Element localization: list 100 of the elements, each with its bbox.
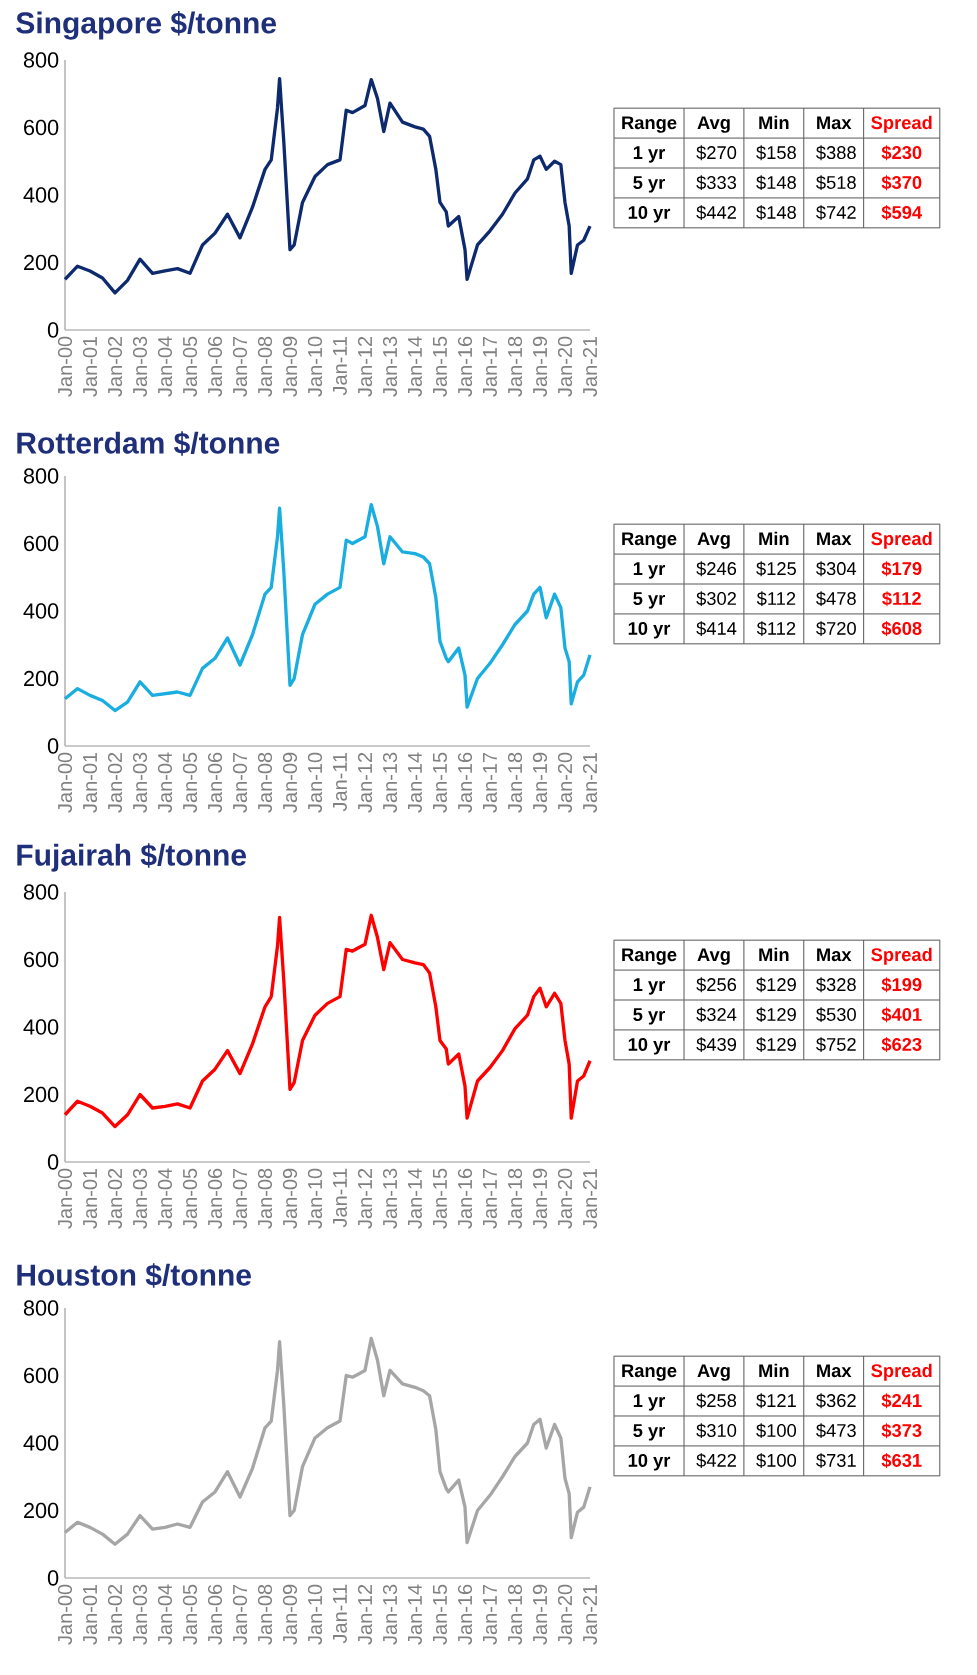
x-tick-label: Jan-19 — [532, 336, 548, 397]
text: Max — [817, 116, 852, 130]
chart-title: Houston $/tonne — [17, 1263, 251, 1288]
y-tick-label: 600 — [24, 119, 59, 136]
text: Avg — [697, 532, 730, 549]
text: $333 — [696, 175, 737, 191]
x-tick-label: Jan-02 — [107, 1168, 123, 1229]
x-tick-label: Jan-18 — [507, 1168, 523, 1229]
x-tick-label: Jan-10 — [307, 752, 323, 813]
x-tick-label: Jan-21 — [582, 336, 598, 397]
text: $401 — [881, 1007, 922, 1023]
x-tick-label: Jan-08 — [257, 752, 273, 813]
x-tick-label: Jan-06 — [207, 336, 223, 397]
x-tick-label: Jan-04 — [157, 752, 173, 813]
x-tick-label: Jan-11 — [333, 336, 347, 396]
text: 5 yr — [633, 1424, 666, 1441]
y-tick-label: 600 — [24, 1367, 59, 1384]
text: 5 yr — [633, 1008, 666, 1025]
text: Avg — [697, 116, 730, 133]
x-tick-label: Jan-02 — [107, 752, 123, 813]
text: $370 — [881, 175, 922, 191]
text: $270 — [696, 145, 737, 161]
text: 1 yr — [633, 562, 666, 579]
x-tick-label: Jan-03 — [132, 1584, 148, 1645]
text: Spread — [871, 1363, 932, 1381]
text: Range — [622, 116, 677, 133]
x-tick-label: Jan-18 — [507, 1584, 523, 1645]
x-tick-label: Jan-16 — [457, 1584, 473, 1645]
text: $121 — [756, 1393, 796, 1409]
x-tick-label: Jan-06 — [207, 1584, 223, 1645]
x-tick-label: Jan-06 — [207, 752, 223, 813]
x-tick-label: Jan-09 — [282, 1584, 298, 1645]
text: Spread — [871, 115, 932, 133]
x-tick-label: Jan-18 — [507, 752, 523, 813]
text: Min — [759, 1363, 789, 1377]
x-tick-label: Jan-14 — [408, 1584, 422, 1645]
line-series — [63, 1336, 592, 1546]
x-tick-label: Jan-21 — [582, 1168, 598, 1229]
text: $422 — [696, 1453, 736, 1468]
x-tick-label: Jan-09 — [282, 336, 298, 397]
x-tick-label: Jan-15 — [433, 336, 447, 397]
x-tick-label: Jan-19 — [532, 1168, 548, 1229]
x-tick-label: Jan-17 — [483, 1584, 497, 1645]
y-tick-label: 800 — [23, 884, 59, 900]
x-tick-label: Jan-00 — [57, 1168, 73, 1229]
text: $439 — [696, 1037, 737, 1053]
text: 1 yr — [633, 1394, 666, 1411]
text: $148 — [756, 175, 796, 191]
x-tick-label: Jan-12 — [357, 336, 373, 397]
x-tick-label: Jan-18 — [507, 336, 523, 397]
x-tick-label: Jan-10 — [307, 1168, 323, 1229]
x-tick-label: Jan-12 — [357, 752, 373, 813]
y-tick-label: 800 — [23, 1300, 59, 1316]
x-tick-label: Jan-20 — [557, 1168, 573, 1229]
x-tick-label: Jan-05 — [182, 1584, 198, 1645]
line-series — [63, 913, 592, 1129]
x-tick-label: Jan-20 — [557, 752, 573, 813]
line-series — [63, 76, 592, 295]
x-tick-label: Jan-13 — [382, 1168, 398, 1229]
text: $742 — [816, 205, 856, 221]
x-tick-label: Jan-13 — [382, 752, 398, 813]
text: 10 yr — [628, 1037, 671, 1055]
x-tick-label: Jan-08 — [257, 1168, 273, 1229]
text: Avg — [697, 948, 730, 965]
y-tick-label: 200 — [24, 670, 59, 687]
x-tick-label: Jan-19 — [532, 752, 548, 813]
text: $530 — [816, 1007, 856, 1023]
text: $246 — [696, 561, 737, 577]
x-tick-label: Jan-12 — [357, 1168, 373, 1229]
y-tick-label: 600 — [24, 951, 59, 968]
x-tick-label: Jan-02 — [107, 1584, 123, 1645]
text: $179 — [881, 561, 922, 577]
x-tick-label: Jan-07 — [232, 1584, 248, 1645]
text: $328 — [816, 977, 856, 993]
x-tick-label: Jan-16 — [457, 336, 473, 397]
x-tick-label: Jan-13 — [382, 1584, 398, 1645]
text: $129 — [756, 977, 796, 993]
x-tick-label: Jan-14 — [408, 752, 422, 813]
text: Avg — [697, 1364, 730, 1381]
text: $518 — [816, 175, 856, 191]
text: $731 — [816, 1453, 856, 1468]
y-tick-label: 600 — [24, 535, 59, 552]
x-tick-label: Jan-09 — [282, 1168, 298, 1229]
text: $112 — [756, 621, 796, 637]
text: $158 — [756, 145, 796, 161]
y-tick-label: 800 — [23, 468, 59, 484]
text: 5 yr — [633, 592, 666, 609]
x-tick-label: Jan-04 — [157, 1168, 173, 1229]
text: Spread — [871, 531, 932, 549]
text: $720 — [816, 621, 856, 637]
x-tick-label: Jan-07 — [232, 336, 248, 397]
x-tick-label: Jan-19 — [532, 1584, 548, 1645]
x-tick-label: Jan-14 — [408, 1168, 422, 1229]
text: 1 yr — [633, 146, 666, 163]
x-tick-label: Jan-00 — [57, 336, 73, 397]
text: $373 — [881, 1423, 922, 1439]
x-tick-label: Jan-01 — [82, 1584, 98, 1645]
y-tick-label: 200 — [24, 1086, 59, 1103]
x-tick-label: Jan-14 — [408, 336, 422, 397]
text: Min — [759, 115, 789, 129]
